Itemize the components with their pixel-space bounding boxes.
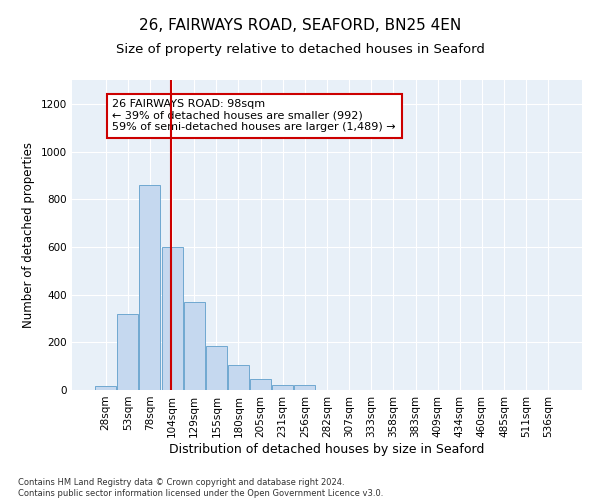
Bar bbox=[95, 386, 116, 390]
Text: 26 FAIRWAYS ROAD: 98sqm
← 39% of detached houses are smaller (992)
59% of semi-d: 26 FAIRWAYS ROAD: 98sqm ← 39% of detache… bbox=[112, 99, 396, 132]
Bar bbox=[206, 346, 227, 390]
Text: Size of property relative to detached houses in Seaford: Size of property relative to detached ho… bbox=[116, 42, 484, 56]
Text: 26, FAIRWAYS ROAD, SEAFORD, BN25 4EN: 26, FAIRWAYS ROAD, SEAFORD, BN25 4EN bbox=[139, 18, 461, 32]
Bar bbox=[250, 379, 271, 390]
Bar bbox=[184, 302, 205, 390]
X-axis label: Distribution of detached houses by size in Seaford: Distribution of detached houses by size … bbox=[169, 442, 485, 456]
Bar bbox=[272, 385, 293, 390]
Y-axis label: Number of detached properties: Number of detached properties bbox=[22, 142, 35, 328]
Text: Contains HM Land Registry data © Crown copyright and database right 2024.
Contai: Contains HM Land Registry data © Crown c… bbox=[18, 478, 383, 498]
Bar bbox=[161, 247, 182, 390]
Bar bbox=[295, 385, 316, 390]
Bar bbox=[118, 314, 139, 390]
Bar bbox=[228, 365, 249, 390]
Bar bbox=[139, 185, 160, 390]
